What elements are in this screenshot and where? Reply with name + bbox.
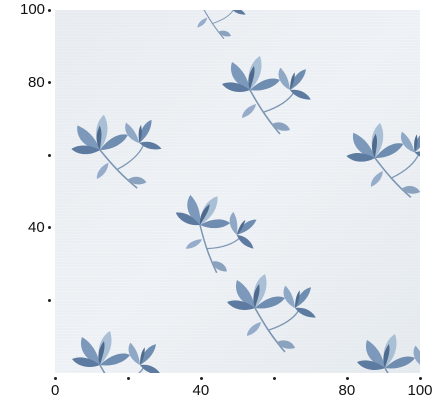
- y-tick-mark: [48, 226, 51, 230]
- x-tick-label: 0: [51, 382, 60, 399]
- y-tick-mark: [48, 298, 51, 302]
- fabric-texture: [55, 10, 420, 373]
- x-tick-mark: [53, 377, 57, 380]
- y-tick-label: 40: [28, 218, 45, 236]
- x-tick-label: 100: [407, 382, 433, 399]
- x-tick-label: 80: [338, 382, 356, 399]
- x-tick-mark: [126, 377, 130, 380]
- x-tick-mark: [272, 377, 276, 380]
- floral-fabric-image: [55, 10, 420, 373]
- x-tick-mark: [418, 377, 422, 380]
- x-tick-mark: [199, 377, 203, 380]
- y-tick-label: 100: [20, 1, 46, 18]
- x-tick-label: 40: [192, 382, 210, 399]
- y-tick-mark: [48, 81, 51, 85]
- y-tick-mark: [48, 8, 51, 12]
- y-tick-mark: [48, 153, 51, 157]
- x-tick-mark: [345, 377, 349, 380]
- y-tick-label: 80: [28, 73, 45, 91]
- image-canvas: [55, 10, 420, 373]
